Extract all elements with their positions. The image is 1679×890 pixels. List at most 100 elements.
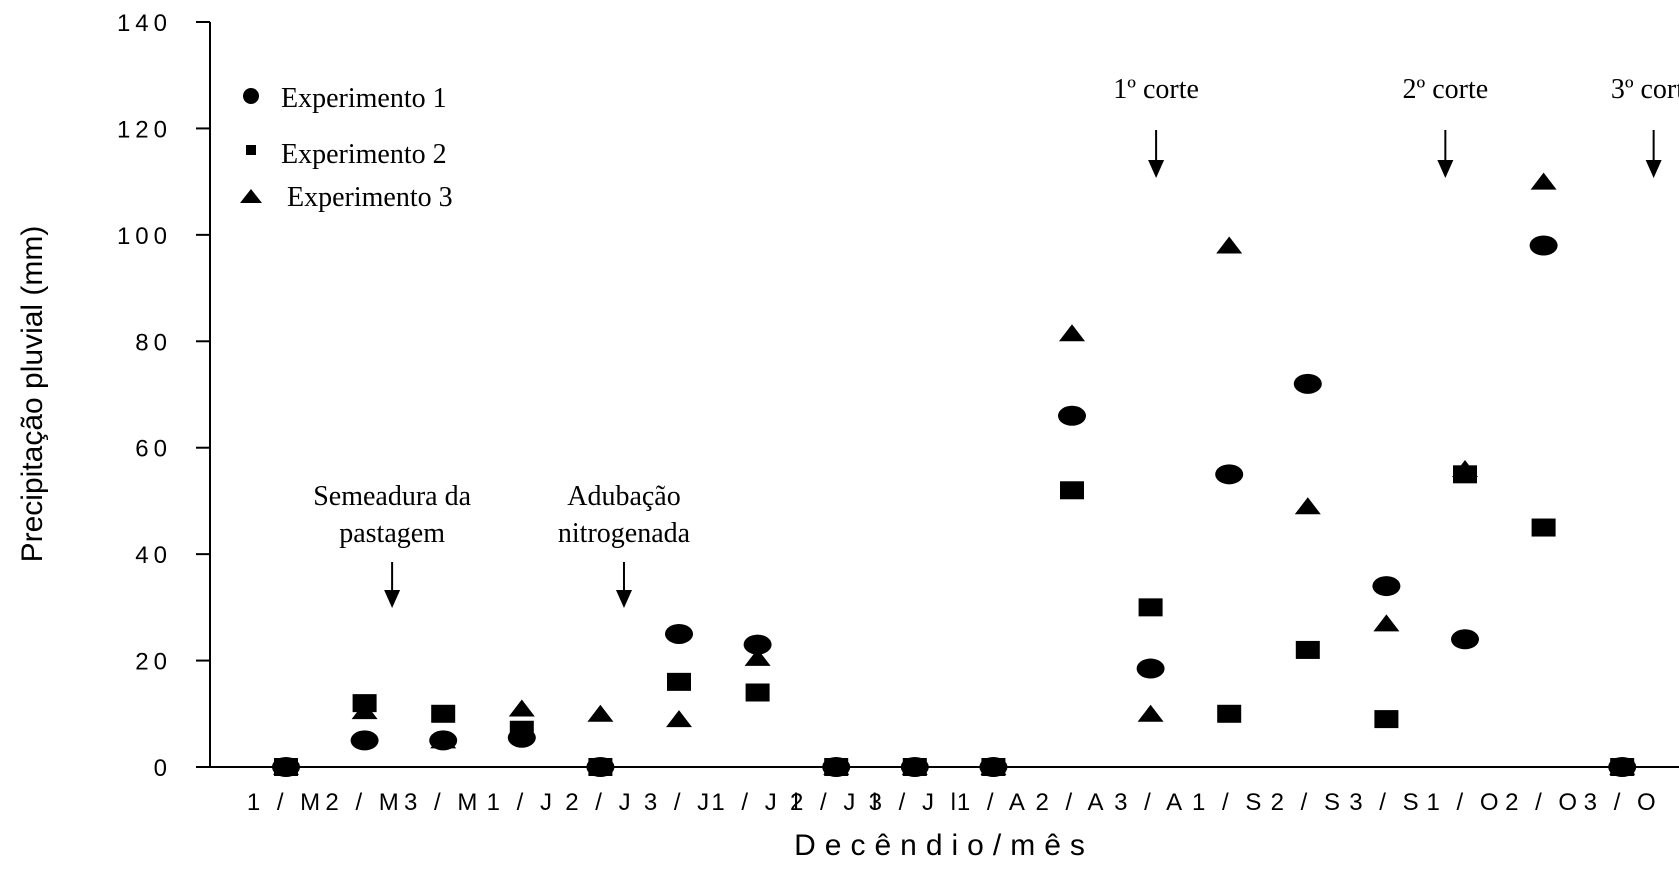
point-triangle <box>508 699 535 717</box>
legend-square-marker <box>246 145 256 155</box>
x-tick-label: 2 / O <box>1505 789 1582 816</box>
data-points <box>272 172 1637 777</box>
x-tick-label: 2 / J l <box>790 789 882 816</box>
point-circle <box>1058 405 1086 426</box>
point-triangle <box>666 710 692 728</box>
y-ticks: 0 20 40 60 80 100 120 140 <box>117 10 210 782</box>
annotation-text: pastagem <box>339 518 445 549</box>
annotation: Adubação nitrogenada <box>558 481 691 608</box>
annotations: Semeadura da pastagem Adubação nitrogenada 1… <box>313 74 1679 608</box>
x-tick-label: 3 / J <box>644 789 714 816</box>
y-tick-label: 120 <box>117 116 172 143</box>
point-circle <box>1215 464 1244 485</box>
annotation: Semeadura da pastagem <box>313 481 472 608</box>
point-circle <box>665 623 693 644</box>
legend-item: Experimento 1 <box>243 83 447 114</box>
x-tick-label: 3 / J l <box>869 789 961 816</box>
point-square <box>1295 640 1320 659</box>
point-triangle <box>1059 324 1085 342</box>
point-square <box>509 720 534 739</box>
point-triangle <box>1294 497 1321 515</box>
x-tick-label: 2 / A <box>1035 789 1108 816</box>
annotation-arrow-head <box>1148 160 1165 178</box>
x-tick-label: 1 / J l <box>711 789 803 816</box>
point-triangle <box>744 648 771 666</box>
x-tick-label: 3 / S <box>1349 789 1423 816</box>
point-square <box>1138 598 1163 617</box>
point-triangle <box>1452 460 1478 477</box>
y-tick-label: 60 <box>135 436 172 463</box>
point-triangle <box>980 758 1007 775</box>
point-square <box>1060 481 1084 500</box>
x-tick-label: 1 / O <box>1426 789 1503 816</box>
annotation: 1º corte <box>1113 74 1199 178</box>
annotation-text: Semeadura da <box>313 481 471 512</box>
y-axis: 0 20 40 60 80 100 120 140 <box>117 10 211 782</box>
point-square <box>1217 704 1242 723</box>
point-square <box>431 704 456 723</box>
y-tick-label: 100 <box>117 223 172 250</box>
legend: Experimento 1 Experimento 2 Experimento 3 <box>240 83 453 213</box>
legend-label: Experimento 1 <box>281 83 447 114</box>
x-tick-label: 1 / J <box>487 789 557 816</box>
point-circle <box>1372 576 1401 597</box>
y-tick-label: 20 <box>135 649 172 676</box>
point-circle <box>1529 235 1558 256</box>
x-tick-label: 3 / A <box>1114 789 1187 816</box>
point-square <box>745 683 770 702</box>
point-triangle <box>1137 704 1164 722</box>
x-tick-label: 2 / J <box>565 789 635 816</box>
point-triangle <box>351 702 378 720</box>
annotation-arrow-head <box>384 590 401 608</box>
x-tick-label: 1 / A <box>957 789 1030 816</box>
point-circle <box>743 634 772 655</box>
x-tick-label: 3 / M <box>404 789 482 816</box>
point-triangle <box>901 758 928 775</box>
point-circle <box>1451 629 1479 650</box>
x-tick-label: 2 / S <box>1271 789 1345 816</box>
annotation-text: 3º corte <box>1611 74 1679 105</box>
x-tick-label: 1 / S <box>1192 789 1266 816</box>
legend-triangle-marker <box>240 189 262 203</box>
point-triangle <box>1530 172 1557 190</box>
annotation: 3º corte <box>1611 74 1679 178</box>
y-tick-label: 80 <box>135 329 172 356</box>
point-square <box>667 672 691 691</box>
annotation-arrow-head <box>1645 160 1662 178</box>
x-tick-label: 3 / O <box>1584 789 1661 816</box>
y-tick-label: 40 <box>135 542 172 569</box>
point-square <box>588 758 613 776</box>
x-tick-label: 1 / M <box>247 789 325 816</box>
annotation-arrow-head <box>1437 160 1454 178</box>
point-triangle <box>1216 236 1243 254</box>
point-triangle <box>1373 614 1400 632</box>
point-triangle <box>587 704 614 722</box>
annotation-text: nitrogenada <box>558 518 691 549</box>
annotation: 2º corte <box>1403 74 1489 178</box>
point-square <box>1374 710 1399 729</box>
legend-item: Experimento 2 <box>246 139 447 170</box>
annotation-text: 1º corte <box>1113 74 1199 105</box>
point-circle <box>1293 373 1322 394</box>
x-tick-label: 2 / M <box>325 789 403 816</box>
point-triangle <box>823 758 850 775</box>
legend-circle-marker <box>243 88 259 104</box>
point-triangle <box>430 731 457 749</box>
legend-label: Experimento 2 <box>281 139 447 170</box>
y-tick-label: 0 <box>154 755 172 782</box>
legend-label: Experimento 3 <box>287 182 453 213</box>
y-tick-label: 140 <box>117 10 172 37</box>
y-axis-title: Precipitação pluvial (mm) <box>16 226 49 563</box>
point-triangle <box>1609 758 1636 775</box>
annotation-arrow-head <box>615 590 632 608</box>
point-circle <box>350 730 379 751</box>
legend-item: Experimento 3 <box>240 182 453 213</box>
annotation-text: 2º corte <box>1403 74 1489 105</box>
x-axis-title: Decêndio/mês <box>794 829 1094 862</box>
point-circle <box>1136 658 1165 679</box>
point-triangle <box>273 758 299 775</box>
point-square <box>1531 518 1556 537</box>
